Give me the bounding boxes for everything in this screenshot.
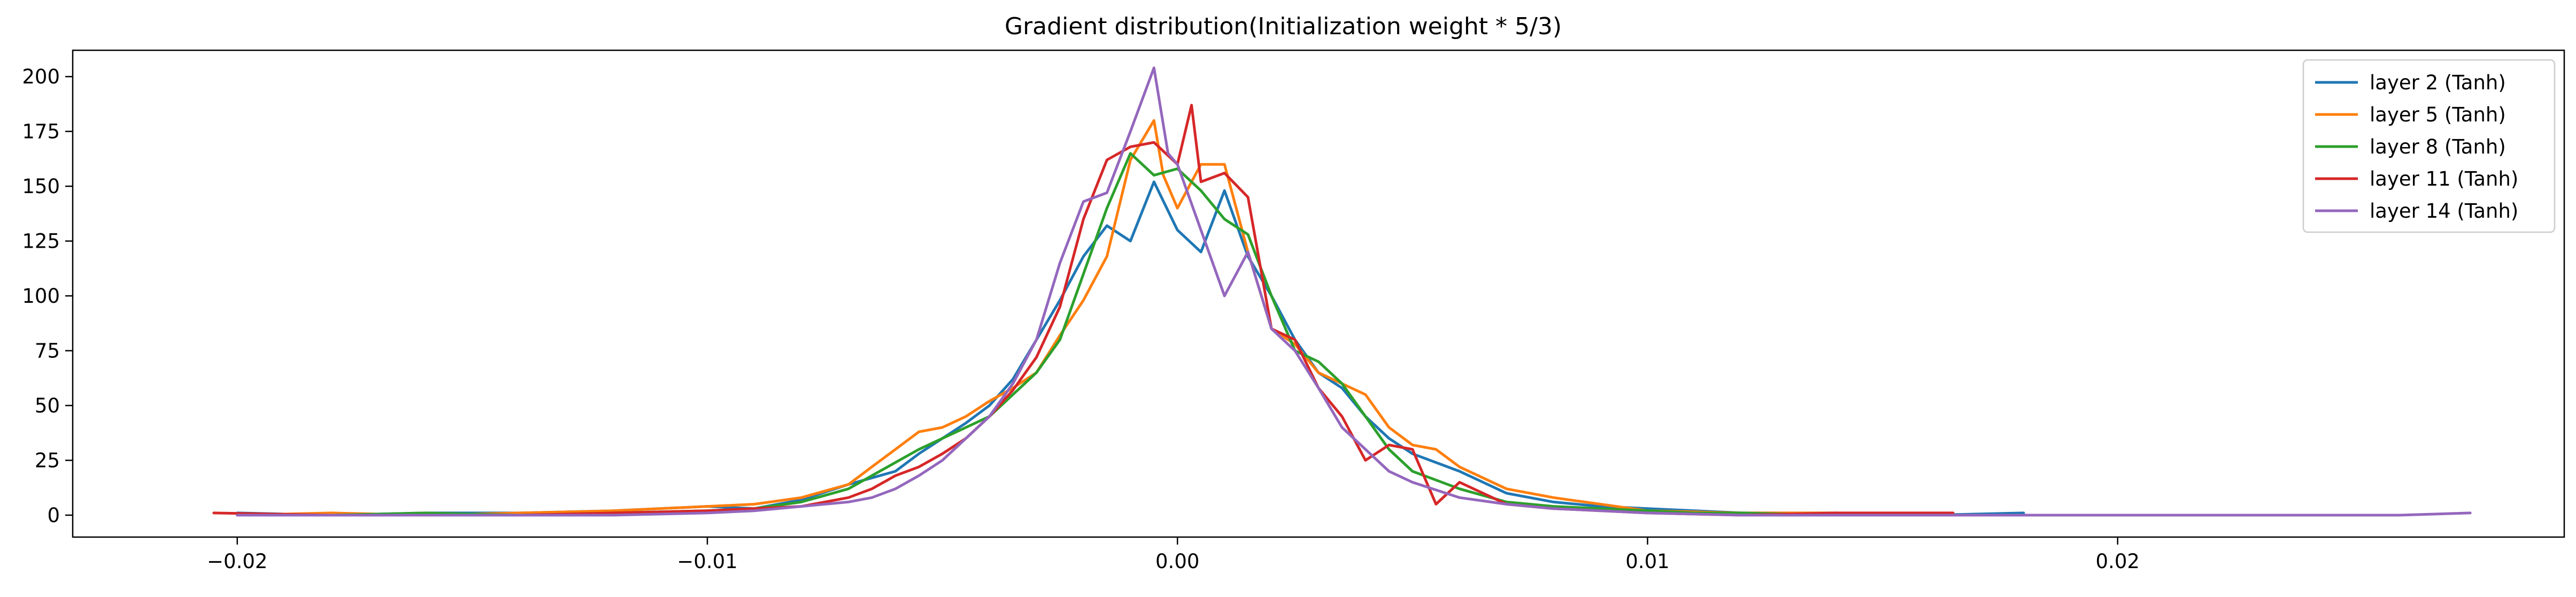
legend-label: layer 11 (Tanh) [2370,167,2518,190]
y-axis: 0 25 50 75 100 125 150 175 200 [22,65,73,527]
y-tick-label: 125 [22,230,60,253]
y-tick-label: 75 [35,340,60,363]
series-line-3 [236,152,1837,517]
y-tick-label: 50 [35,394,60,417]
y-tick-label: 150 [22,175,60,198]
x-axis: −0.02 −0.01 0.00 0.01 0.02 [207,537,2140,573]
y-tick-label: 200 [22,65,60,88]
y-tick-label: 175 [22,120,60,143]
legend-label: layer 14 (Tanh) [2370,200,2518,223]
legend-box [2302,59,2556,233]
x-tick-label: 0.00 [1155,550,1199,573]
y-tick-label: 0 [47,504,60,527]
axes-frame [72,49,2565,538]
legend-label: layer 8 (Tanh) [2370,135,2506,158]
series-line-5 [236,66,2472,517]
legend: layer 2 (Tanh) layer 5 (Tanh) layer 8 (Tan… [2302,59,2556,233]
x-tick-label: 0.01 [1625,550,1669,573]
x-tick-label: −0.01 [677,550,737,573]
series-line-2 [236,119,1931,517]
y-tick-label: 25 [35,449,60,472]
y-tick-label: 100 [22,285,60,308]
x-tick-label: 0.02 [2096,550,2140,573]
legend-label: layer 2 (Tanh) [2370,71,2506,94]
x-tick-label: −0.02 [207,550,267,573]
legend-label: layer 5 (Tanh) [2370,103,2506,126]
chart-title: Gradient distribution(Initialization wei… [1005,13,1562,40]
series-line-1 [236,180,2025,517]
plot-area [212,66,2472,517]
